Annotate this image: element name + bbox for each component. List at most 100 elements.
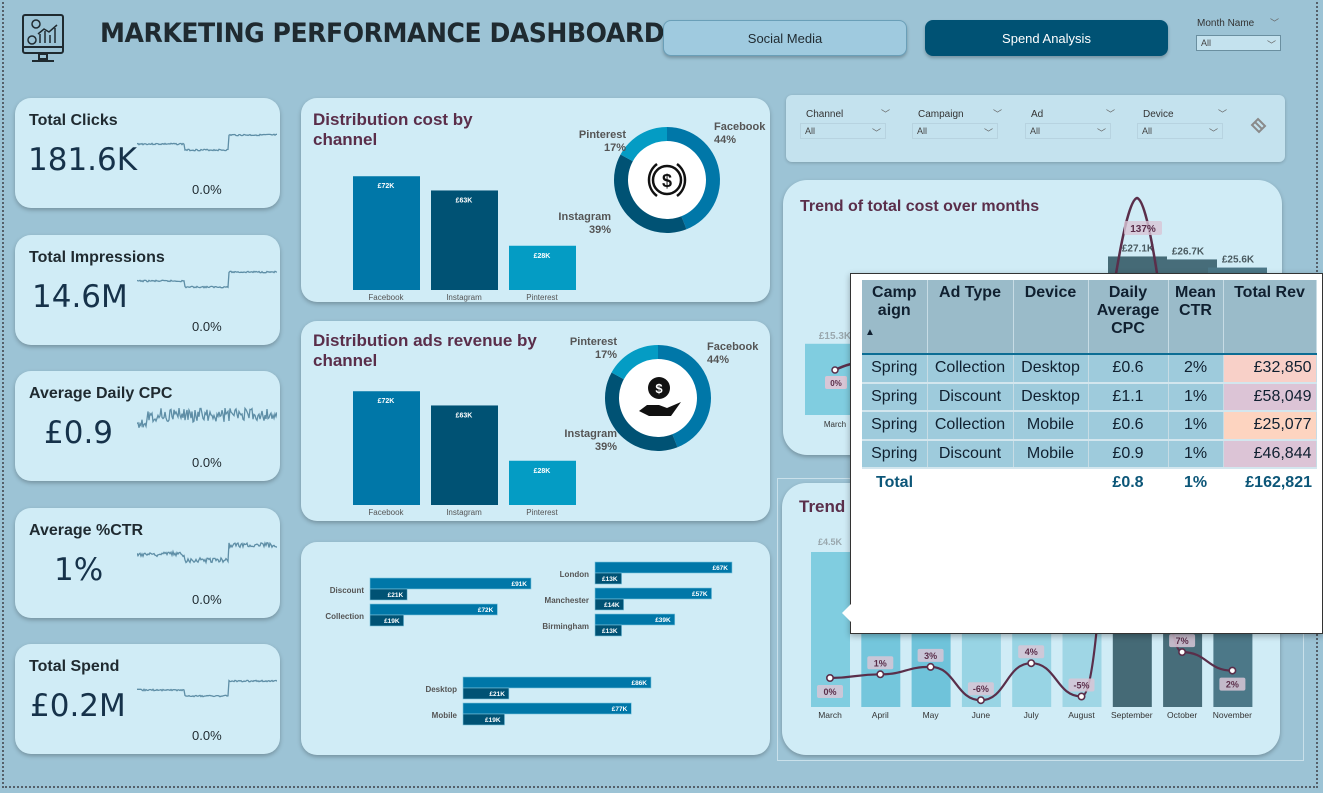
bar-cpc[interactable] xyxy=(594,572,622,585)
chevron-down-icon: ﹀ xyxy=(993,109,1003,119)
axis-label: Instagram xyxy=(446,508,482,517)
kpi-label: Total Impressions xyxy=(29,249,165,266)
bar-revenue[interactable] xyxy=(462,676,652,689)
category-label: Desktop xyxy=(425,685,457,694)
table-cell: £25,077 xyxy=(1223,411,1317,441)
bar-cpc[interactable] xyxy=(462,713,505,726)
filter-value: All xyxy=(1142,126,1153,136)
filter-value: All xyxy=(917,126,928,136)
bar-pinterest[interactable] xyxy=(509,245,576,290)
bar-label: £4.5K xyxy=(818,537,843,547)
bar-label: £57K xyxy=(692,591,708,598)
donut-slice-pinterest[interactable] xyxy=(611,345,658,380)
chevron-down-icon: ﹀ xyxy=(1096,128,1106,138)
table-cell: £58,049 xyxy=(1223,382,1317,412)
revenue-trend-chart: March April May June July August September Octo… xyxy=(811,483,1253,720)
total-row: Total £0.8 1% £162,821 xyxy=(862,468,1316,497)
bar-cpc[interactable] xyxy=(369,614,404,627)
donut-slice-instagram[interactable] xyxy=(605,372,678,451)
table-cell: £32,850 xyxy=(1223,354,1317,384)
bar-pinterest[interactable] xyxy=(509,460,576,505)
revenue-by-channel-title: Distribution ads revenue by channel xyxy=(313,331,537,370)
donut-slice-facebook[interactable] xyxy=(658,345,711,448)
column-header[interactable]: Mean CTR xyxy=(1168,280,1224,354)
bar-september[interactable] xyxy=(1112,633,1152,707)
table-cell: 2% xyxy=(1168,354,1224,384)
bar-instagram[interactable] xyxy=(431,190,498,290)
bar-revenue[interactable] xyxy=(594,561,733,574)
bar-revenue[interactable] xyxy=(369,577,532,590)
kpi-change: 0.0% xyxy=(192,319,222,334)
bar-cpc[interactable] xyxy=(594,598,624,611)
donut-label: Pinterest xyxy=(579,129,626,141)
bar-label: £13K xyxy=(602,628,618,635)
bar-cpc[interactable] xyxy=(594,624,622,637)
trend-label-bg xyxy=(1219,677,1246,691)
sort-ascending-icon[interactable]: ▲ xyxy=(865,327,875,338)
filter-select-device[interactable]: All ﹀ xyxy=(1137,123,1223,139)
total-cpc: £0.8 xyxy=(1088,468,1168,497)
bar-facebook[interactable] xyxy=(353,391,420,505)
category-label: Birmingham xyxy=(542,622,589,631)
bar-revenue[interactable] xyxy=(369,603,498,616)
kpi-sparkline xyxy=(137,541,277,565)
column-header[interactable]: Daily Average CPC xyxy=(1088,280,1169,354)
chevron-down-icon: ﹀ xyxy=(1218,109,1228,119)
revenue-trend-title: Trend xyxy=(799,497,846,516)
category-label: Discount xyxy=(330,586,365,595)
trend-point xyxy=(976,696,985,705)
trend-label: 7% xyxy=(1176,636,1189,646)
trend-point xyxy=(926,662,935,671)
bar-cpc[interactable] xyxy=(462,687,510,700)
bar-label: £13K xyxy=(602,576,618,583)
column-header[interactable]: Ad Type xyxy=(927,280,1014,354)
total-rev: £162,821 xyxy=(1223,468,1316,497)
donut-slice-facebook[interactable] xyxy=(667,127,720,230)
trend-point xyxy=(1228,666,1237,675)
table-cell: £0.6 xyxy=(1088,354,1169,384)
donut-label: Facebook xyxy=(714,121,766,133)
column-header[interactable]: Device xyxy=(1013,280,1089,354)
chevron-down-icon: ﹀ xyxy=(1266,40,1276,50)
revenue-by-channel-chart: £72K Facebook £63K Instagram £28K Pinterest Fa… xyxy=(353,336,759,517)
table-cell: £1.1 xyxy=(1088,382,1169,412)
bar-instagram[interactable] xyxy=(431,405,498,505)
bar-label: £72K xyxy=(478,607,494,614)
axis-label: October xyxy=(1167,710,1197,720)
nav-social-media-button[interactable]: Social Media xyxy=(663,20,907,56)
chevron-down-icon: ﹀ xyxy=(881,109,891,119)
tooltip-pointer xyxy=(842,604,851,622)
donut-slice-instagram[interactable] xyxy=(614,154,687,233)
trend-label-bg xyxy=(867,656,894,670)
column-header-label: Mean CTR xyxy=(1175,284,1216,319)
page-title: MARKETING PERFORMANCE DASHBOARD xyxy=(100,18,665,49)
donut-slice-pinterest[interactable] xyxy=(620,127,667,162)
bar-facebook[interactable] xyxy=(353,176,420,290)
axis-label: May xyxy=(923,710,940,720)
kpi-value: £0.2M xyxy=(30,688,126,724)
column-header[interactable]: Total Rev xyxy=(1223,280,1317,354)
kpi-label: Total Spend xyxy=(29,658,120,675)
bar-label: £25.6K xyxy=(1222,255,1255,266)
column-header[interactable]: Camp aign ▲ xyxy=(862,280,928,354)
bar-revenue[interactable] xyxy=(462,702,632,715)
month-filter-select[interactable]: All ﹀ xyxy=(1196,35,1281,51)
bar-cpc[interactable] xyxy=(369,588,408,601)
trend-label-bg xyxy=(825,376,847,389)
filter-select-ad[interactable]: All ﹀ xyxy=(1025,123,1111,139)
bar-april[interactable] xyxy=(861,633,901,707)
bar-revenue[interactable] xyxy=(594,587,712,600)
eraser-clear-filters-icon[interactable] xyxy=(1249,117,1267,135)
table-row[interactable]: Spring Discount Mobile £0.9 1% £46,844 xyxy=(862,439,1317,469)
table-row[interactable]: Spring Collection Desktop £0.6 2% £32,850 xyxy=(862,354,1317,384)
table-row[interactable]: Spring Discount Desktop £1.1 1% £58,049 xyxy=(862,382,1317,412)
nav-spend-analysis-button[interactable]: Spend Analysis xyxy=(925,20,1168,56)
filter-select-campaign[interactable]: All ﹀ xyxy=(912,123,998,139)
filter-select-channel[interactable]: All ﹀ xyxy=(800,123,886,139)
trend-label-bg xyxy=(917,648,944,662)
cost-by-channel-card: Distribution cost by channel £72K Faceboo… xyxy=(301,98,770,302)
axis-label: April xyxy=(872,710,889,720)
table-cell: Collection xyxy=(927,411,1014,441)
table-row[interactable]: Spring Collection Mobile £0.6 1% £25,077 xyxy=(862,411,1317,441)
bar-revenue[interactable] xyxy=(594,613,676,626)
